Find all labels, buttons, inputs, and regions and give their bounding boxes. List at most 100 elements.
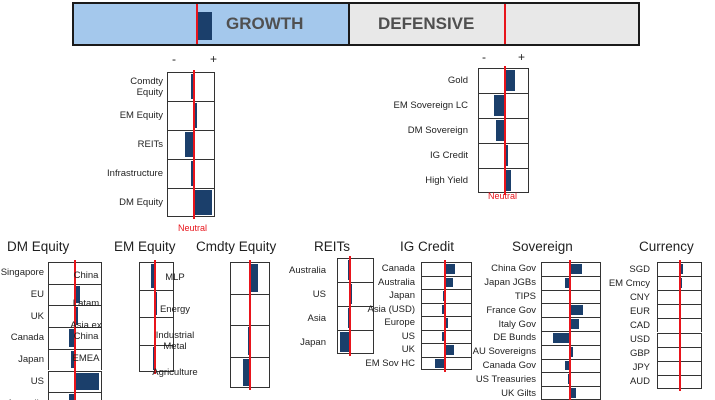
dm-equity-label-uk: UK [30, 310, 44, 322]
em-equity-label-emea: EMEA [72, 352, 100, 364]
reits-row-cell [337, 258, 374, 282]
cmdty-equity-label-mlp: MLP [165, 272, 185, 284]
em-equity-label-china: China [73, 270, 99, 282]
sovereign-row-cell [541, 262, 601, 276]
ig-credit-neutral-line [444, 260, 446, 372]
banner-divider [348, 4, 350, 44]
sovereign-label-de-bunds: DE Bunds [493, 332, 536, 344]
growth-row-cell [167, 159, 215, 188]
defensive-bar-ig-credit [506, 145, 508, 166]
em-equity-label-latam: Latam [72, 297, 100, 309]
sovereign-label-au-sovereigns: AU Sovereigns [472, 346, 536, 358]
ig-credit-row-cell [421, 302, 472, 316]
growth-label-comdty-equity: Comdty Equity [130, 75, 163, 98]
sovereign-label-tips: TIPS [514, 291, 536, 302]
sovereign-label-china-gov: China Gov [491, 263, 536, 275]
cmdty-equity-label-energy: Energy [159, 303, 191, 315]
em-equity-bar-china [151, 264, 156, 288]
ig-credit-label-australia: Australia [378, 276, 415, 288]
growth-bar-em-equity [195, 103, 197, 128]
defensive-neutral-line [504, 4, 506, 44]
defensive-neutral-line [504, 66, 506, 195]
ig-credit-bar-em-sov-hc [435, 358, 446, 368]
defensive-row-cell [478, 118, 529, 143]
defensive-bar-em-sovereign-lc [494, 95, 506, 116]
em-equity-row-cell [139, 262, 174, 290]
currency-title: Currency [639, 239, 694, 254]
ig-credit-row-cell [421, 262, 472, 276]
defensive-row-cell [478, 93, 529, 118]
sovereign-label-italy-gov: Italy Gov [498, 318, 537, 330]
reits-label-asia: Asia [307, 312, 326, 324]
growth-label: GROWTH [226, 14, 304, 33]
sovereign-bar-japan-jgbs [565, 277, 571, 288]
sovereign-row-cell [541, 331, 601, 345]
sovereign-row-cell [541, 344, 601, 359]
growth-row-cell [167, 188, 215, 217]
defensive-row-cell [478, 68, 529, 93]
sovereign-row-cell [541, 289, 601, 304]
reits-row-cell [337, 330, 374, 354]
currency-bar-em-cmcy [681, 278, 682, 289]
sovereign-bar-au-sovereigns [571, 346, 573, 357]
sovereign-bar-italy-gov [571, 319, 579, 329]
growth-defensive-banner: GROWTH DEFENSIVE [72, 2, 640, 46]
growth-row-cell [167, 130, 215, 159]
sovereign-row-cell [541, 303, 601, 318]
reits-bar-us [351, 284, 353, 304]
ig-credit-bar-asia-usd [441, 304, 446, 314]
ig-credit-label-japan: Japan [389, 290, 415, 302]
defensive-bar-gold [506, 70, 515, 91]
reits-bar-japan [339, 332, 351, 352]
defensive-bar-dm-sovereign [496, 120, 506, 141]
defensive-label-high-yield: High Yield [425, 175, 468, 186]
currency-bar-sgd [681, 264, 684, 275]
cmdty-equity-label-agriculture: Agriculture [152, 366, 198, 378]
sovereign-label-uk-gilts: UK Gilts [501, 387, 536, 399]
em-equity-row-cell [139, 289, 174, 317]
ig-credit-bar-australia [446, 277, 454, 287]
defensive-label-gold: Gold [447, 75, 468, 86]
sovereign-row-cell [541, 275, 601, 290]
currency-label-cny: CNY [629, 291, 650, 303]
ig-credit-label-canada: Canada [381, 263, 415, 275]
ig-credit-bar-canada [446, 264, 455, 274]
ig-credit-row-cell [421, 343, 472, 357]
ig-credit-label-asia-usd: Asia (USD) [367, 303, 415, 315]
dm-equity-bar-us [76, 372, 99, 391]
ig-credit-row-cell [421, 316, 472, 330]
defensive-minus-sign: - [482, 50, 486, 64]
sovereign-bar-de-bunds [553, 333, 571, 343]
sovereign-label-canada-gov: Canada Gov [482, 360, 536, 371]
sovereign-label-japan-jgbs: Japan JGBs [484, 277, 536, 289]
ig-credit-bar-uk [446, 345, 455, 355]
currency-label-eur: EUR [629, 305, 650, 317]
reits-title: REITs [314, 239, 351, 254]
dm-equity-bar-eu [76, 285, 80, 304]
dm-equity-neutral-line [74, 260, 76, 400]
growth-label-em-equity: EM Equity [119, 110, 163, 121]
sovereign-label-us-treasuries: US Treasuries [475, 373, 536, 385]
em-equity-bar-latam [156, 291, 158, 315]
growth-label-dm-equity: DM Equity [119, 197, 163, 208]
dm-equity-label-australia: Australia [0, 398, 44, 400]
sovereign-label-france-gov: France Gov [486, 304, 536, 316]
defensive-plus-sign: + [518, 50, 526, 64]
dm-equity-bar-uk [76, 307, 79, 326]
sovereign-bar-china-gov [571, 264, 582, 274]
cmdty-equity-label-industrial-metal: Industrial Metal [155, 329, 195, 352]
currency-label-gbp: GBP [629, 348, 650, 360]
growth-row-cell [167, 72, 215, 101]
defensive-label: DEFENSIVE [378, 14, 475, 33]
growth-label-infrastructure: Infrastructure [107, 168, 163, 179]
sovereign-title: Sovereign [512, 239, 573, 254]
em-equity-label-asia-ex-china: Asia ex China [70, 319, 102, 342]
dm-equity-bar-canada [68, 329, 76, 347]
sovereign-row-cell [541, 317, 601, 331]
ig-credit-label-uk: UK [401, 344, 415, 356]
ig-credit-label-europe: Europe [384, 317, 415, 329]
ig-credit-row-cell [421, 356, 472, 370]
currency-label-sgd: SGD [629, 263, 650, 275]
growth-neutral-line [193, 70, 195, 219]
currency-label-cad: CAD [629, 319, 650, 331]
